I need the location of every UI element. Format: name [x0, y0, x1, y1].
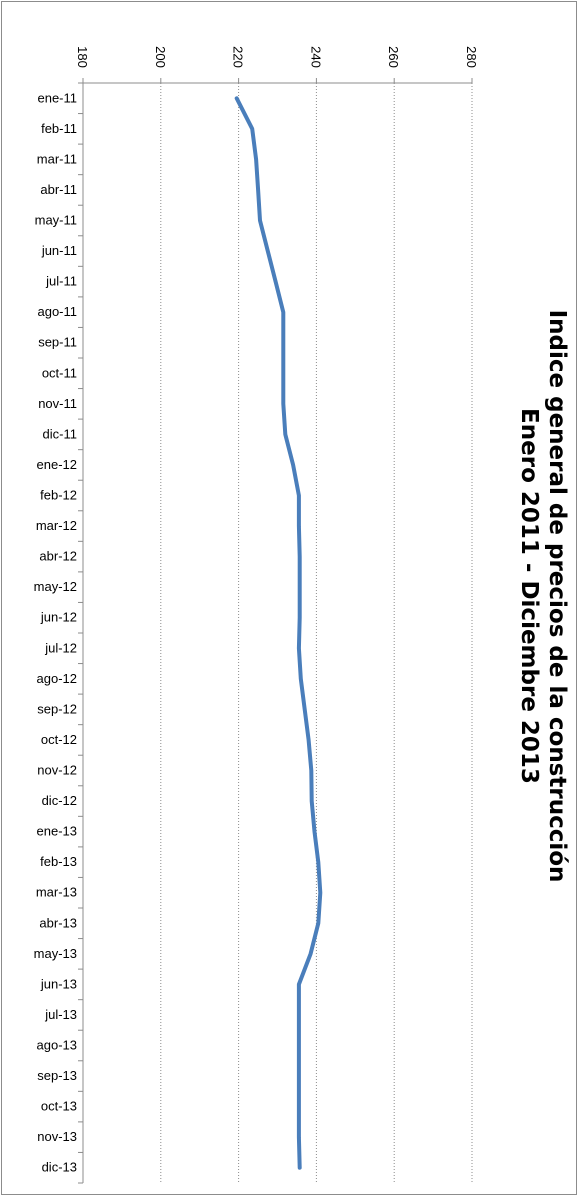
value-tick-label-group: 200 — [153, 46, 168, 68]
category-tick-label: ago-13 — [37, 1038, 77, 1053]
chart-title: Indice general de precios de la construc… — [544, 310, 570, 883]
category-tick-label: abr-13 — [39, 915, 77, 930]
value-tick-label-group: 220 — [231, 46, 246, 68]
chart-title-group: Indice general de precios de la construc… — [544, 310, 570, 883]
value-tick-label-group: 280 — [464, 46, 479, 68]
category-tick-label: dic-11 — [43, 426, 77, 441]
category-tick-label: feb-11 — [41, 121, 77, 136]
category-tick-label: feb-12 — [40, 488, 77, 503]
series-layer — [234, 96, 323, 1170]
category-tick-label: may-12 — [34, 579, 77, 594]
chart-subtitle: Enero 2011 - Diciembre 2013 — [516, 408, 542, 784]
chart-frame — [1, 1, 577, 1195]
category-tick-label: jul-12 — [44, 640, 77, 655]
category-tick-label: jul-11 — [45, 274, 77, 289]
gridlines — [160, 83, 473, 1183]
category-tick-label: jun-11 — [41, 243, 77, 258]
category-tick-label: nov-13 — [37, 1129, 77, 1144]
category-tick-label: ene-11 — [37, 90, 77, 105]
category-tick-label: dic-13 — [42, 1160, 77, 1175]
category-tick-label: sep-13 — [37, 1068, 77, 1083]
category-tick-label: nov-12 — [37, 763, 77, 778]
category-tick-label: mar-13 — [36, 885, 77, 900]
category-tick-label: ene-12 — [37, 457, 77, 472]
category-tick-label: ene-13 — [37, 824, 77, 839]
category-tick-label: ago-12 — [37, 671, 77, 686]
category-tick-label: sep-11 — [38, 335, 77, 350]
chart-subtitle-group: Enero 2011 - Diciembre 2013 — [516, 408, 542, 784]
category-tick-label: oct-11 — [42, 365, 77, 380]
category-tick-label: may-11 — [35, 213, 77, 228]
category-tick-label: jun-13 — [40, 976, 77, 991]
category-tick-label: mar-12 — [36, 518, 77, 533]
value-tick-label: 240 — [308, 46, 323, 68]
category-tick-label: jun-12 — [40, 610, 77, 625]
category-tick-label: feb-13 — [40, 854, 77, 869]
value-tick-labels: 180 200 220 240 260 280 — [75, 46, 479, 68]
value-tick-label: 220 — [231, 46, 246, 68]
value-tick-label: 180 — [75, 46, 90, 68]
value-tick-label: 260 — [386, 46, 401, 68]
category-tick-label: dic-12 — [42, 793, 77, 808]
category-tick-label: nov-11 — [38, 396, 77, 411]
category-tick-label: mar-11 — [37, 151, 77, 166]
category-tick-label: oct-12 — [41, 732, 77, 747]
category-tick-labels: ene-11 feb-11 mar-11 abr-11 may-11 jun-11 jul-… — [34, 90, 77, 1174]
value-tick-label: 280 — [464, 46, 479, 68]
series-line — [234, 96, 323, 1170]
category-tick-label: may-13 — [34, 946, 77, 961]
value-tick-label-group: 180 — [75, 46, 90, 68]
category-tick-label: jul-13 — [44, 1007, 77, 1022]
category-tick-label: abr-12 — [39, 549, 77, 564]
value-tick-label: 200 — [153, 46, 168, 68]
value-tick-label-group: 240 — [308, 46, 323, 68]
category-tick-label: oct-13 — [41, 1099, 77, 1114]
value-tick-label-group: 260 — [386, 46, 401, 68]
category-tick-label: abr-11 — [40, 182, 77, 197]
category-tick-label: ago-11 — [37, 304, 77, 319]
category-tick-label: sep-12 — [37, 701, 77, 716]
axes — [78, 78, 473, 1184]
